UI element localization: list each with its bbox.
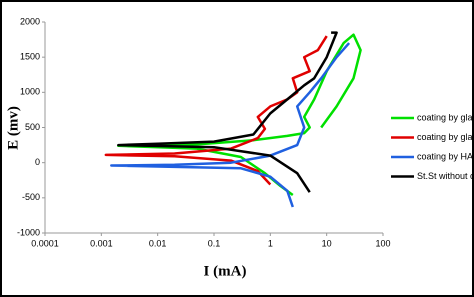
legend-label: coating by glass [417,132,474,142]
x-axis-title: I (mA) [204,263,247,279]
y-tick-label: -1000 [17,227,40,237]
y-axis-title: E (mv) [5,106,21,150]
x-tick-label: 100 [375,238,390,248]
series-line [117,31,338,193]
y-tick-label: -500 [22,192,40,202]
y-tick-label: 1500 [20,52,40,62]
y-tick-label: 2000 [20,16,40,26]
legend-label: coating by HA [417,151,473,161]
series-line [117,33,362,197]
y-tick-label: 0 [35,157,40,167]
x-tick-label: 1 [268,238,273,248]
legend-label: coating by glateen [417,112,474,122]
x-tick-label: 0.0001 [31,238,59,248]
legend-label: St.St without coating [417,171,474,181]
x-tick-label: 0.1 [208,238,221,248]
x-tick-label: 0.001 [90,238,113,248]
x-tick-label: 0.01 [149,238,167,248]
y-tick-label: 1000 [20,87,40,97]
y-tick-label: 500 [25,122,40,132]
x-tick-label: 10 [322,238,332,248]
